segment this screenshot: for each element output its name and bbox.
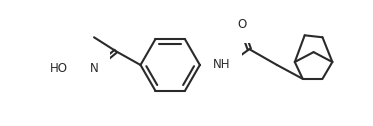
Text: NH: NH	[213, 58, 231, 71]
Text: HO: HO	[50, 62, 68, 75]
Text: O: O	[238, 18, 247, 31]
Text: N: N	[90, 62, 98, 75]
